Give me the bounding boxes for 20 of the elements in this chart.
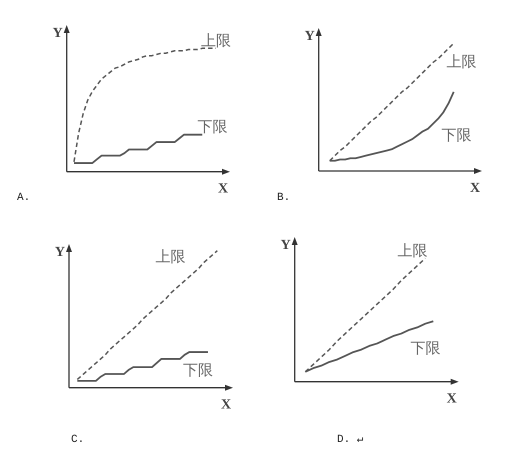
series-name: 下限 xyxy=(197,118,228,136)
x-axis-title: X xyxy=(220,398,232,413)
y-axis-title: Y xyxy=(280,238,291,253)
x-axis-title: X xyxy=(470,181,480,196)
series-name: 上限 xyxy=(201,31,231,50)
x-axis-title: X xyxy=(218,182,228,197)
text: B. xyxy=(277,192,290,204)
y-axis-title: Y xyxy=(54,245,65,260)
text: A. xyxy=(17,192,30,204)
series-name: 下限 xyxy=(442,126,472,144)
series-name: 下限 xyxy=(410,339,440,358)
x-axis-title: X xyxy=(446,392,457,407)
series-name: 下限 xyxy=(182,361,213,380)
y-axis-title: Y xyxy=(52,26,63,41)
text: D. ↵ xyxy=(337,434,364,446)
series-name: 上限 xyxy=(397,241,428,260)
text: C. xyxy=(71,434,84,446)
y-axis-title: Y xyxy=(304,29,315,44)
series-name: 上限 xyxy=(155,248,186,266)
series-name: 上限 xyxy=(446,52,477,70)
